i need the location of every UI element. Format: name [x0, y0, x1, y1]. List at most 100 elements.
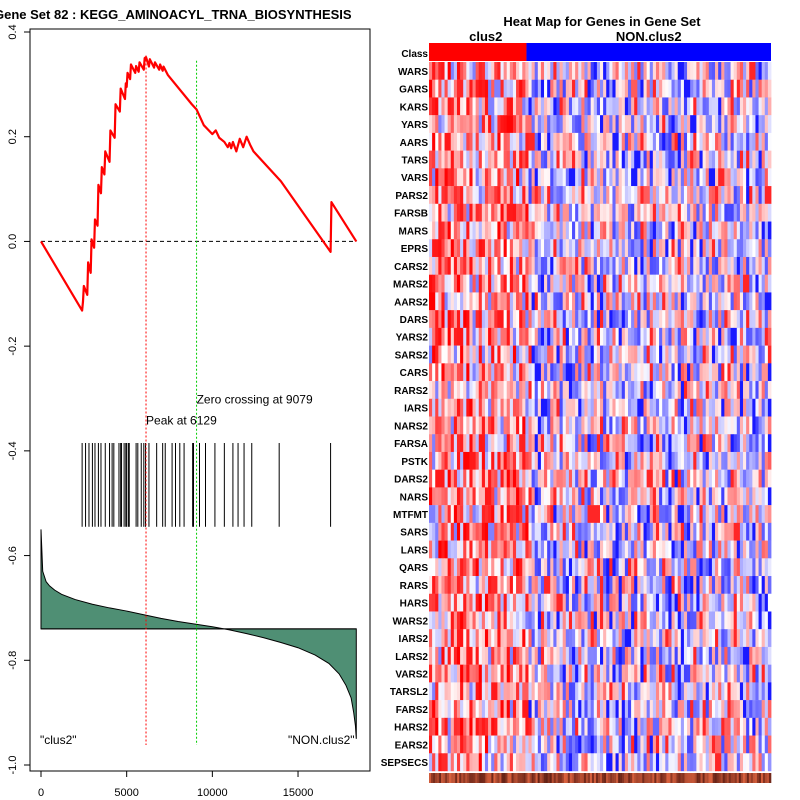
heatmap-cell: [575, 611, 579, 630]
heatmap-cell: [497, 256, 501, 275]
heatmap-cell: [680, 310, 685, 329]
heatmap-cell: [705, 186, 710, 205]
heatmap-cell: [680, 487, 685, 506]
heatmap-cell: [540, 203, 545, 222]
heatmap-cell: [587, 753, 592, 772]
heatmap-cell: [435, 345, 439, 364]
heatmap-cell: [581, 611, 585, 630]
heatmap-cell: [646, 682, 651, 701]
heatmap-cell: [606, 150, 610, 169]
heatmap-cell: [593, 629, 598, 648]
gene-label: FARSA: [394, 439, 428, 450]
heatmap-cell: [512, 487, 517, 506]
heatmap-cell: [441, 292, 445, 311]
heatmap-cell: [456, 505, 461, 524]
heatmap-cell: [578, 274, 582, 293]
heatmap-cell: [621, 132, 626, 151]
heatmap-cell: [705, 363, 710, 382]
heatmap-cell: [627, 700, 632, 719]
heatmap-cell: [690, 274, 694, 293]
heatmap-cell: [671, 381, 676, 399]
heatmap-cell: [450, 97, 455, 116]
heatmap-cell: [690, 753, 694, 772]
gene-label: GARS: [399, 85, 428, 96]
heatmap-cell: [708, 646, 713, 665]
heatmap-cell: [556, 540, 560, 559]
heatmap-cell: [575, 487, 579, 506]
heatmap-cell: [671, 79, 676, 98]
heatmap-cell: [752, 239, 756, 258]
heatmap-cell: [475, 540, 480, 559]
heatmap-cell: [562, 363, 567, 382]
heatmap-cell: [565, 62, 570, 80]
heatmap-cell: [553, 150, 557, 169]
heatmap-cell: [758, 540, 763, 559]
heatmap-cell: [478, 451, 483, 470]
heatmap-cell: [693, 487, 697, 506]
heatmap-cell: [590, 558, 595, 577]
heatmap-cell: [668, 434, 672, 453]
heatmap-cell: [466, 239, 470, 258]
heatmap-cell: [435, 416, 439, 435]
heatmap-cell: [659, 540, 663, 559]
heatmap-cell: [665, 186, 669, 205]
heatmap-cell: [711, 62, 716, 80]
heatmap-cell: [534, 150, 539, 169]
heatmap-cell: [565, 469, 570, 488]
heatmap-cell: [509, 97, 514, 116]
heatmap-cell: [693, 558, 697, 577]
heatmap-cell: [450, 593, 455, 612]
heatmap-cell: [624, 469, 629, 488]
heatmap-cell: [724, 593, 728, 612]
heatmap-cell: [631, 274, 635, 293]
heatmap-cell: [662, 717, 666, 736]
heatmap-cell: [522, 629, 526, 648]
heatmap-cell: [618, 132, 623, 151]
heatmap-cell: [708, 203, 713, 222]
heatmap-cell: [453, 132, 458, 151]
heatmap-cell: [540, 664, 545, 683]
heatmap-cell: [624, 97, 629, 116]
heatmap-cell: [702, 239, 707, 258]
heatmap-cell: [637, 505, 641, 524]
heatmap-cell: [484, 274, 489, 293]
heatmap-cell: [516, 505, 520, 524]
heatmap-cell: [506, 629, 511, 648]
heatmap-cell: [447, 576, 452, 594]
heatmap-cell: [743, 682, 747, 701]
heatmap-cell: [568, 310, 573, 329]
heatmap-cell: [634, 593, 638, 612]
heatmap-cell: [584, 735, 588, 754]
heatmap-cell: [621, 558, 626, 577]
heatmap-cell: [612, 753, 616, 772]
heatmap-cell: [603, 611, 607, 630]
heatmap-cell: [715, 168, 719, 187]
heatmap-cell: [516, 629, 520, 648]
gene-label: KARS: [400, 102, 429, 113]
heatmap-cell: [550, 79, 554, 98]
heatmap-cell: [705, 327, 710, 346]
heatmap-cell: [469, 398, 473, 417]
heatmap-cell: [572, 558, 576, 577]
heatmap-cell: [456, 150, 461, 169]
heatmap-cell: [761, 451, 766, 470]
heatmap-cell: [553, 327, 557, 346]
heatmap-cell: [690, 646, 694, 665]
heatmap-cell: [481, 363, 486, 382]
heatmap-cell: [727, 522, 731, 541]
heatmap-cell: [453, 646, 458, 665]
heatmap-cell: [743, 274, 747, 293]
heatmap-cell: [453, 97, 458, 116]
heatmap-cell: [528, 221, 532, 240]
heatmap-cell: [705, 150, 710, 169]
strip-cell: [672, 773, 675, 783]
heatmap-cell: [652, 256, 657, 275]
heatmap-cell: [565, 611, 570, 630]
gene-label: CARS2: [394, 262, 428, 273]
strip-cell: [573, 773, 577, 783]
heatmap-cell: [721, 186, 725, 205]
heatmap-cell: [553, 97, 557, 116]
heatmap-cell: [655, 398, 660, 417]
heatmap-cell: [624, 700, 629, 719]
heatmap-cell: [568, 239, 573, 258]
